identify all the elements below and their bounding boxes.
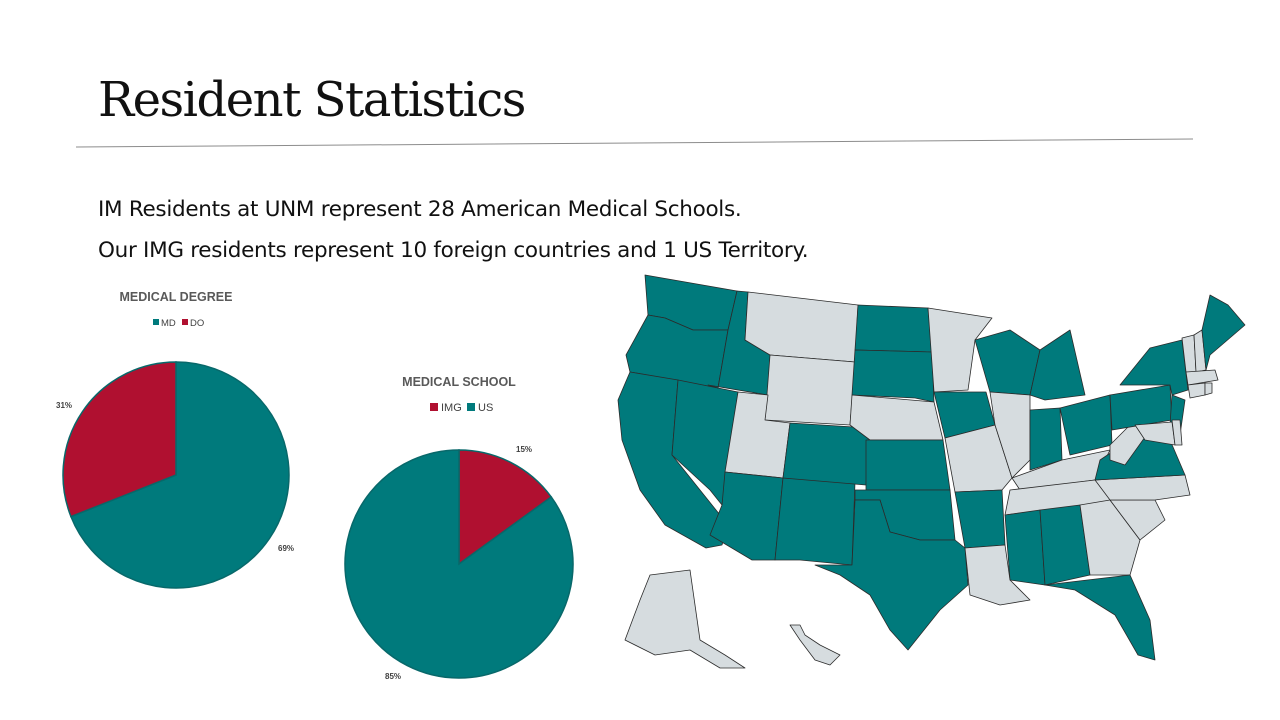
state-ct [1187, 382, 1206, 399]
pie-slice-md [69, 361, 290, 589]
chart-legend: MD DO [153, 318, 204, 329]
legend-swatch-us [467, 403, 475, 411]
state-wy [764, 354, 856, 426]
body-line-schools: IM Residents at UNM represent 28 America… [98, 197, 742, 222]
state-mn [927, 307, 993, 393]
state-de [1171, 419, 1183, 446]
state-ne [849, 394, 944, 441]
state-ms [1004, 509, 1046, 586]
medical-degree-pie-chart: MEDICAL DEGREE MD DO 31% 69% [56, 290, 294, 589]
legend-swatch-do [182, 319, 188, 325]
medical-school-pie-chart: MEDICAL SCHOOL IMG US 15% 85% [344, 375, 574, 681]
data-label-md: 69% [278, 544, 294, 553]
legend-label-do: DO [190, 318, 204, 329]
state-nd [854, 304, 933, 353]
legend-label-md: MD [161, 318, 176, 329]
state-mo [944, 424, 1013, 493]
legend-swatch-md [153, 319, 159, 325]
state-la [964, 544, 1031, 606]
state-in [1029, 407, 1063, 471]
state-fl [1044, 574, 1156, 661]
legend-label-us: US [478, 402, 493, 414]
state-sd [851, 349, 935, 403]
state-tx [814, 499, 969, 651]
legend-swatch-img [430, 403, 438, 411]
state-ma [1185, 369, 1219, 386]
state-ga [1079, 499, 1141, 576]
us-states-map [617, 274, 1246, 669]
chart-legend: IMG US [430, 402, 493, 414]
pie-slice-img [458, 449, 553, 566]
state-hi [789, 624, 841, 666]
state-mi [1029, 329, 1086, 401]
state-wi [974, 329, 1041, 396]
state-ar [954, 489, 1006, 549]
slide-title: Resident Statistics [98, 72, 526, 128]
state-nm [774, 477, 856, 566]
state-il [989, 391, 1031, 479]
chart-title: MEDICAL SCHOOL [402, 375, 516, 389]
state-oh [1059, 394, 1113, 456]
chart-title: MEDICAL DEGREE [120, 290, 233, 304]
data-label-us: 85% [385, 672, 401, 681]
state-ny [1119, 339, 1189, 396]
data-label-img: 15% [516, 445, 532, 454]
pie-slice-do [62, 361, 177, 518]
state-ak [624, 569, 746, 669]
legend-label-img: IMG [441, 402, 462, 414]
state-nv [671, 379, 739, 506]
state-ri [1204, 382, 1213, 396]
data-label-do: 31% [56, 401, 72, 410]
state-co [782, 422, 871, 486]
pie-slice-us [344, 449, 574, 679]
state-me [1201, 294, 1246, 371]
state-ks [865, 439, 951, 491]
body-line-img: Our IMG residents represent 10 foreign c… [98, 238, 809, 263]
